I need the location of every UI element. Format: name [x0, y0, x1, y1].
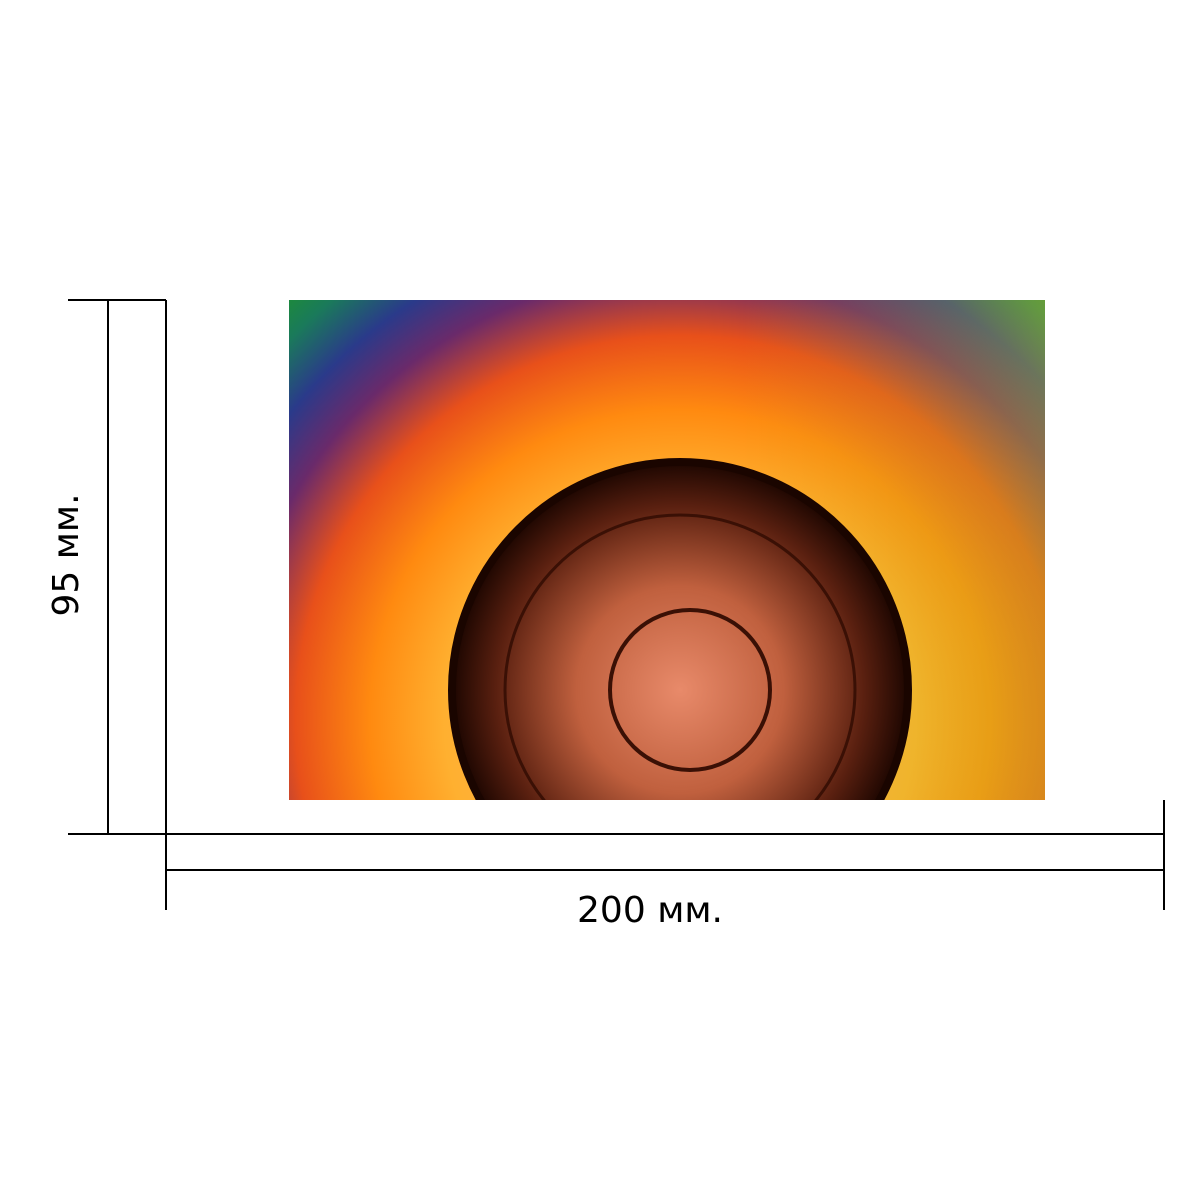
photo [289, 300, 1045, 800]
height-label: 95 мм. [46, 493, 87, 616]
width-label: 200 мм. [577, 890, 723, 931]
